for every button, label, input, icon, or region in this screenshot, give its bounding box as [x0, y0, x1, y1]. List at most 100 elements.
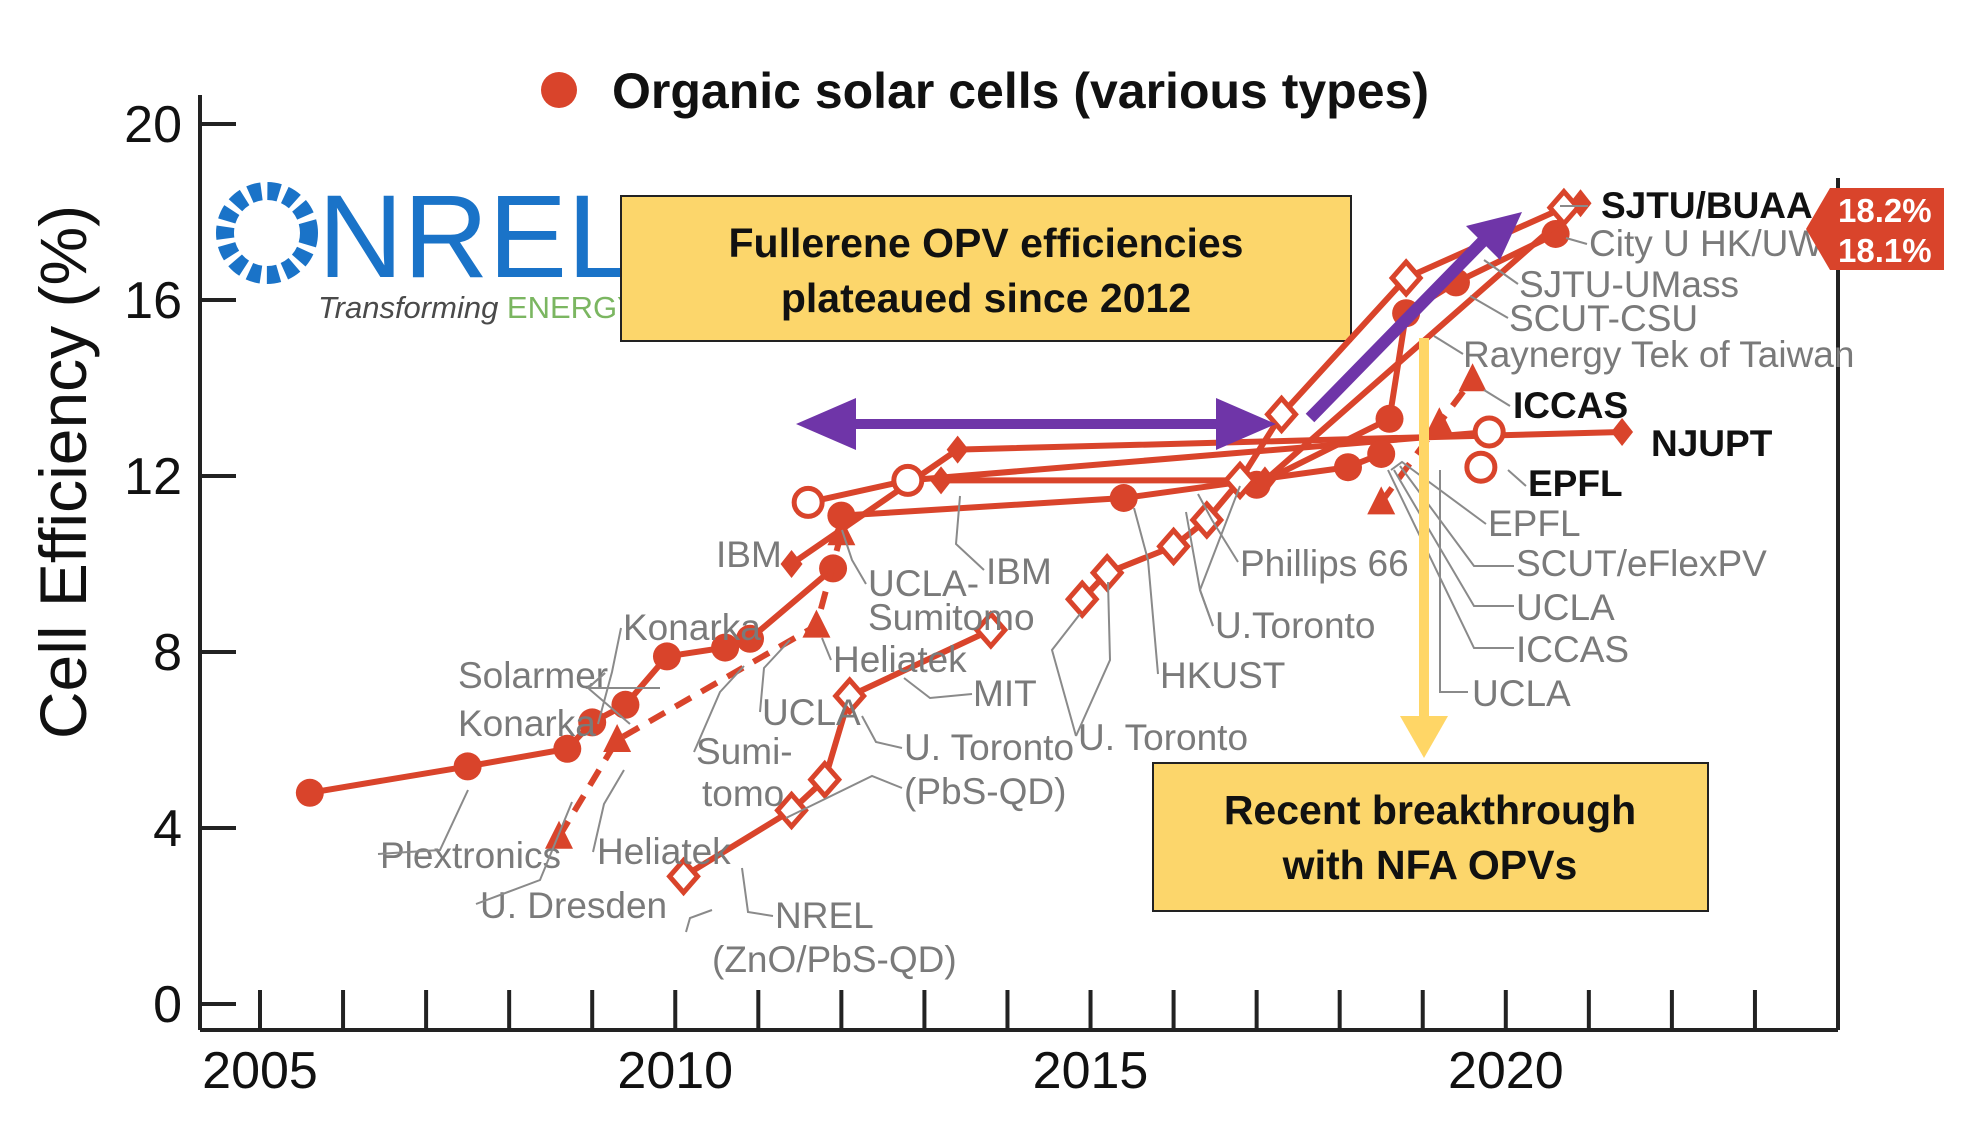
series-10-point-1: [1367, 486, 1396, 515]
x-tick-label-2015: 2015: [1033, 1042, 1149, 1100]
series-8-point-7: [1388, 258, 1424, 298]
legend-label: Organic solar cells (various types): [612, 63, 1429, 119]
purple-double-arrow: [796, 398, 1276, 450]
series-1-point-3: [553, 734, 582, 763]
series-7-point-1: [930, 466, 953, 495]
label-u-toronto-1: U.Toronto: [1215, 605, 1375, 646]
series-2-line: [556, 532, 845, 839]
series-8-point-6: [1264, 394, 1299, 435]
series-4-point-1: [791, 485, 825, 519]
series-9-point-5: [973, 610, 1009, 650]
record-badges: 18.2% 18.1%: [1806, 188, 1944, 270]
series-1-point-6: [652, 642, 681, 671]
series-1-point-7: [711, 633, 740, 662]
label-u-toronto-2: U. Toronto: [1078, 717, 1248, 758]
label-hkust: HKUST: [1160, 655, 1285, 696]
series-8-point-2: [1089, 553, 1125, 593]
fullerene-callout-line-1: Fullerene OPV efficiencies: [729, 220, 1244, 266]
series-6-point-5: [1541, 220, 1570, 248]
series-4-point-3: [1472, 415, 1506, 449]
label-ibm-right: IBM: [986, 551, 1052, 592]
series-1-point-1: [295, 778, 324, 807]
label-phillips-66: Phillips 66: [1240, 543, 1409, 584]
series-8: [1064, 187, 1582, 619]
label-sjtu-umass: SJTU-UMass: [1519, 264, 1739, 305]
label-ucla-2: UCLA: [1472, 673, 1571, 714]
series-2-point-3: [802, 609, 831, 638]
label-konarka-1: Konarka: [623, 607, 761, 648]
series-8-point-3: [1156, 526, 1191, 567]
series-7-point-2: [1253, 466, 1276, 495]
series-1-point-2: [453, 752, 482, 781]
x-minor-ticks: [258, 990, 1840, 1030]
label-scut-eflexpv: SCUT/eFlexPV: [1516, 543, 1767, 584]
label-solarmer: Solarmer: [458, 655, 608, 696]
x-tick-label-2010: 2010: [617, 1042, 733, 1100]
label-konarka-2: Konarka: [458, 703, 596, 744]
series-3-point-2: [946, 435, 969, 464]
label-raynergy: Raynergy Tek of Taiwan: [1463, 334, 1854, 375]
nrel-logo: NREL Transforming ENERGY: [216, 171, 638, 325]
series-9-point-2: [774, 790, 809, 831]
label-iccas: ICCAS: [1516, 629, 1629, 670]
label-heliatek-1: Heliatek: [833, 639, 967, 680]
label-mit: MIT: [973, 673, 1037, 714]
series-9-point-4: [832, 676, 867, 716]
label-plextronics: Plextronics: [380, 835, 561, 876]
label-tomo: tomo: [702, 773, 784, 814]
series-3-point-1: [780, 550, 803, 578]
series-1-point-4: [578, 708, 607, 737]
series-9-point-3: [807, 759, 843, 800]
series-9: [666, 610, 1009, 897]
series-4: [791, 415, 1506, 519]
arrows: [796, 212, 1522, 758]
legend: Organic solar cells (various types): [541, 63, 1429, 119]
nfa-callout-line-2: with NFA OPVs: [1282, 842, 1578, 888]
series-8-point-5: [1222, 460, 1258, 501]
series-10-point-2: [1425, 407, 1454, 436]
series-10-point-3: [1458, 363, 1487, 392]
label-njupt: NJUPT: [1651, 423, 1773, 464]
series-5-point-3: [1333, 453, 1362, 482]
nfa-callout: Recent breakthrough with NFA OPVs: [1152, 762, 1709, 912]
label-epfl: EPFL: [1488, 503, 1581, 544]
label-u-toronto-pbs: U. Toronto: [904, 727, 1074, 768]
x-tick-labels: 2005 2010 2015 2020: [202, 1042, 1563, 1100]
series-5-point-2: [1109, 484, 1138, 512]
fullerene-callout: Fullerene OPV efficiencies plateaued sin…: [620, 195, 1352, 342]
series-8-point-4: [1189, 500, 1225, 540]
purple-diagonal-arrow: [1305, 212, 1522, 423]
label-ibm-left: IBM: [716, 534, 782, 575]
x-tick-label-2020: 2020: [1448, 1042, 1564, 1100]
y-ticks: 0 4 8 12 16 20: [124, 96, 236, 1034]
label-pbs-qd: (PbS-QD): [904, 771, 1066, 812]
series-2-point-2: [603, 724, 632, 752]
y-tick-label-8: 8: [153, 624, 182, 682]
series-1-point-5: [611, 690, 640, 719]
series-10: [1367, 363, 1487, 515]
label-city-u-hk-uw: City U HK/UW: [1589, 223, 1823, 264]
nrel-tagline: Transforming ENERGY: [318, 290, 638, 325]
x-tick-label-2005: 2005: [202, 1042, 318, 1100]
label-ucla-sumitomo-1: UCLA-: [868, 563, 979, 604]
label-sjtu-buaa: SJTU/BUAA: [1601, 185, 1813, 226]
nrel-logo-text: NREL: [318, 171, 633, 303]
series-3-point-3: [1611, 418, 1634, 446]
series-9-point-1: [666, 856, 701, 897]
y-tick-label-0: 0: [153, 976, 182, 1034]
series-1-point-8: [736, 624, 765, 653]
record-badge-1: 18.2%: [1838, 192, 1932, 229]
series-11-point-1: [1464, 450, 1498, 484]
series-8-point-1: [1064, 579, 1100, 619]
axes: [198, 95, 1840, 1032]
series-5-point-1: [827, 501, 856, 530]
y-tick-label-12: 12: [124, 448, 182, 506]
series-11: [1464, 450, 1498, 484]
label-zno-pbs-qd: (ZnO/PbS-QD): [712, 939, 957, 980]
y-tick-label-16: 16: [124, 272, 182, 330]
label-ucla-sumitomo-2: Sumitomo: [868, 597, 1035, 638]
yellow-down-arrow: [1400, 338, 1448, 758]
nfa-callout-line-1: Recent breakthrough: [1224, 787, 1636, 833]
label-ucla-3: UCLA: [762, 692, 861, 733]
record-badge-2: 18.1%: [1838, 232, 1932, 269]
